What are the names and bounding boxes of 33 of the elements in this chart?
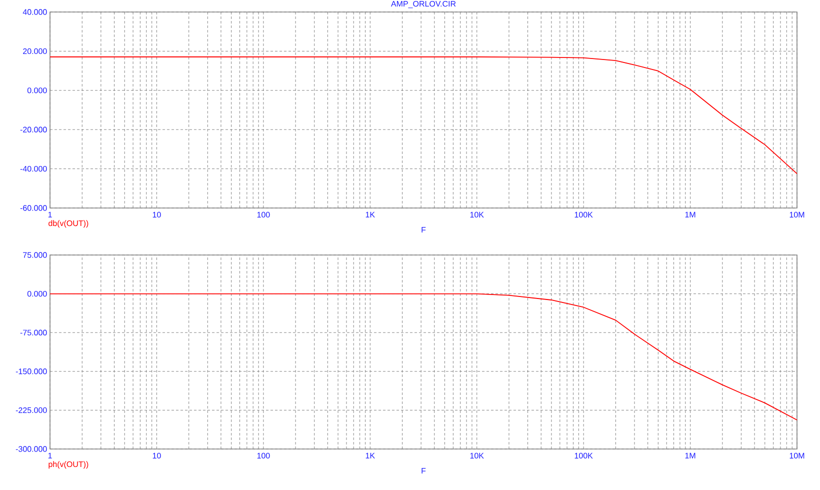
x-tick-label: 1M bbox=[685, 212, 696, 218]
text: ph(v(OUT)) bbox=[48, 461, 88, 469]
x-axis-title: F bbox=[422, 468, 426, 474]
y-tick-label: -75.000 bbox=[20, 330, 47, 336]
y-tick-label: -300.000 bbox=[16, 446, 47, 452]
y-tick-label: -225.000 bbox=[16, 407, 47, 414]
y-tick-label: -40.000 bbox=[20, 166, 47, 172]
y-tick-label: -60.000 bbox=[20, 205, 47, 211]
y-tick-label: 0.000 bbox=[27, 290, 47, 297]
x-tick-label: 10 bbox=[152, 212, 161, 218]
y-tick-label: -20.000 bbox=[20, 126, 47, 132]
x-tick-label: 100K bbox=[574, 452, 593, 459]
x-tick-label: 1 bbox=[48, 212, 52, 218]
x-axis-title: F bbox=[422, 227, 426, 233]
x-tick-label: 100 bbox=[257, 212, 270, 218]
x-tick-label: 10 bbox=[152, 452, 161, 459]
x-tick-label: 1 bbox=[48, 452, 52, 458]
x-tick-label: 1K bbox=[366, 212, 375, 218]
y-tick-label: 75.000 bbox=[23, 252, 47, 258]
x-tick-label: 1M bbox=[685, 452, 696, 458]
x-tick-label: 100K bbox=[574, 212, 593, 218]
y-tick-label: 0.000 bbox=[27, 88, 47, 94]
y-tick-label: 20.000 bbox=[23, 48, 47, 54]
x-tick-label: 10K bbox=[470, 212, 484, 218]
x-tick-label: 100 bbox=[257, 452, 270, 459]
chart-title: AMP_ORLOV.CIR bbox=[390, 0, 456, 8]
x-tick-label: 10M bbox=[790, 212, 804, 218]
x-tick-label: 1K bbox=[366, 452, 375, 458]
x-tick-label: 10M bbox=[790, 452, 804, 459]
text: db(v(OUT)) bbox=[48, 220, 88, 228]
x-tick-label: 10K bbox=[470, 452, 484, 459]
y-tick-label: -150.000 bbox=[16, 368, 47, 374]
y-tick-label: 40.000 bbox=[22, 9, 47, 15]
